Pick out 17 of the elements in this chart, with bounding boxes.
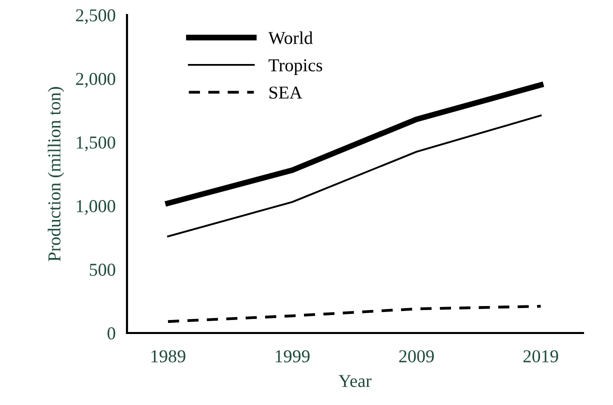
y-tick-label: 500	[90, 264, 116, 276]
y-tick-label: 0	[108, 327, 116, 340]
y-axis-title: Production (million ton)	[48, 87, 64, 262]
legend-label: SEA	[270, 86, 302, 99]
y-tick-label: 2,000	[76, 72, 116, 88]
legend-label: World	[268, 31, 313, 44]
y-tick-label: 2,500	[76, 9, 116, 24]
line-series	[167, 114, 542, 238]
y-tick-label: 1,000	[76, 200, 116, 215]
legend-label: Tropics	[268, 59, 322, 76]
x-tick-label: 1999	[276, 350, 310, 362]
x-axis-title: Year	[338, 375, 372, 388]
y-tick-label: 1,500	[76, 136, 116, 152]
line-series	[166, 304, 542, 323]
x-tick-label: 2009	[399, 350, 434, 362]
x-tick-label: 1989	[152, 350, 186, 362]
x-tick-label: 2019	[523, 350, 558, 362]
